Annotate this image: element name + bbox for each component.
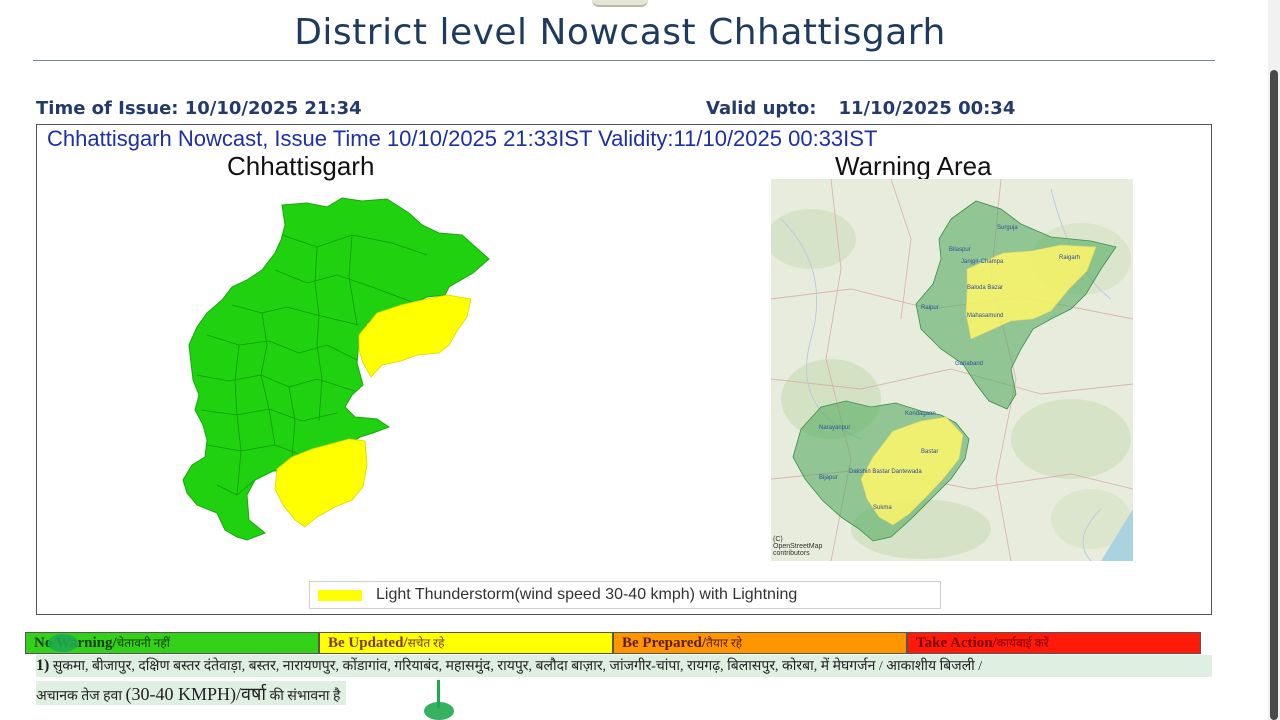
alert-region-south	[860, 416, 964, 526]
chhattisgarh-district-map	[182, 197, 490, 541]
valid-upto-label: Valid upto:	[706, 98, 817, 119]
osm-label-narayanpur: Narayanpur	[819, 425, 851, 431]
alert-zone-north	[358, 294, 472, 378]
osm-basemap	[771, 179, 1133, 561]
state-map-title: Chhattisgarh	[227, 151, 375, 181]
osm-label-gariaband: Gariaband	[955, 361, 984, 367]
osm-label-janjgir: Janjgir-Champa	[961, 259, 1004, 265]
valid-upto: Valid upto: 11/10/2025 00:34	[706, 98, 1015, 119]
legend-swatch-yellow	[318, 590, 362, 601]
osm-label-sukma: Sukma	[873, 505, 892, 511]
header-logo	[592, 0, 648, 7]
osm-label-bijapur: Bijapur	[819, 475, 838, 481]
warning-area-title: Warning Area	[835, 151, 992, 181]
level-be-prepared: Be Prepared/तैयार रहे	[613, 632, 907, 654]
scrollbar-thumb[interactable]	[1270, 70, 1278, 720]
annotation-handle-end[interactable]	[424, 702, 454, 720]
osm-label-mahasamund: Mahasamund	[967, 313, 1004, 319]
osm-label-bastar: Bastar	[921, 449, 939, 455]
warning-area-map: Surguja Bilaspur Janjgir-Champa Raigarh …	[771, 179, 1133, 561]
district-text-line1: 1) सुकमा, बीजापुर, दक्षिण बस्तर दंतेवाड़…	[36, 655, 1212, 677]
level-take-action: Take Action/कार्यवाई करें	[907, 632, 1201, 654]
title-divider	[33, 60, 1215, 61]
level-be-updated: Be Updated/सचेत रहे	[319, 632, 613, 654]
osm-label-kondagaon: Kondagaon	[905, 411, 936, 417]
annotation-caret	[437, 680, 440, 708]
osm-label-dantewada: Dakshin Bastar Dantewada	[849, 469, 922, 475]
district-borders	[196, 234, 428, 496]
map-legend: Light Thunderstorm(wind speed 30-40 kmph…	[309, 581, 941, 609]
osm-label-surguja: Surguja	[997, 225, 1018, 231]
nowcast-panel: Chhattisgarh Nowcast, Issue Time 10/10/2…	[36, 124, 1212, 615]
annotation-handle-start[interactable]	[48, 634, 78, 652]
district-text-line2: अचानक तेज हवा (30-40 KMPH)/वर्षा की संभा…	[36, 681, 347, 705]
osm-label-baloda-bazar: Baloda Bazar	[967, 285, 1004, 291]
vertical-scrollbar[interactable]	[1268, 0, 1280, 720]
nowcast-header: Chhattisgarh Nowcast, Issue Time 10/10/2…	[47, 126, 878, 151]
time-of-issue: Time of Issue: 10/10/2025 21:34	[36, 98, 362, 119]
slide-title: District level Nowcast Chhattisgarh	[294, 12, 946, 53]
district-warning-text: 1) सुकमा, बीजापुर, दक्षिण बस्तर दंतेवाड़…	[36, 655, 1212, 705]
sea-area	[1101, 509, 1133, 561]
osm-label-raipur: Raipur	[921, 305, 939, 311]
osm-label-bilaspur: Bilaspur	[949, 247, 971, 253]
alert-zone-south	[274, 438, 368, 528]
osm-credit: (C) OpenStreetMap contributors	[773, 536, 823, 557]
legend-label: Light Thunderstorm(wind speed 30-40 kmph…	[376, 586, 798, 603]
warning-level-bar: No Warning/चेतावनी नहीं Be Updated/सचेत …	[25, 632, 1201, 654]
osm-label-raigarh: Raigarh	[1059, 255, 1081, 261]
valid-upto-value: 11/10/2025 00:34	[838, 98, 1016, 119]
alert-region-north	[965, 244, 1097, 340]
